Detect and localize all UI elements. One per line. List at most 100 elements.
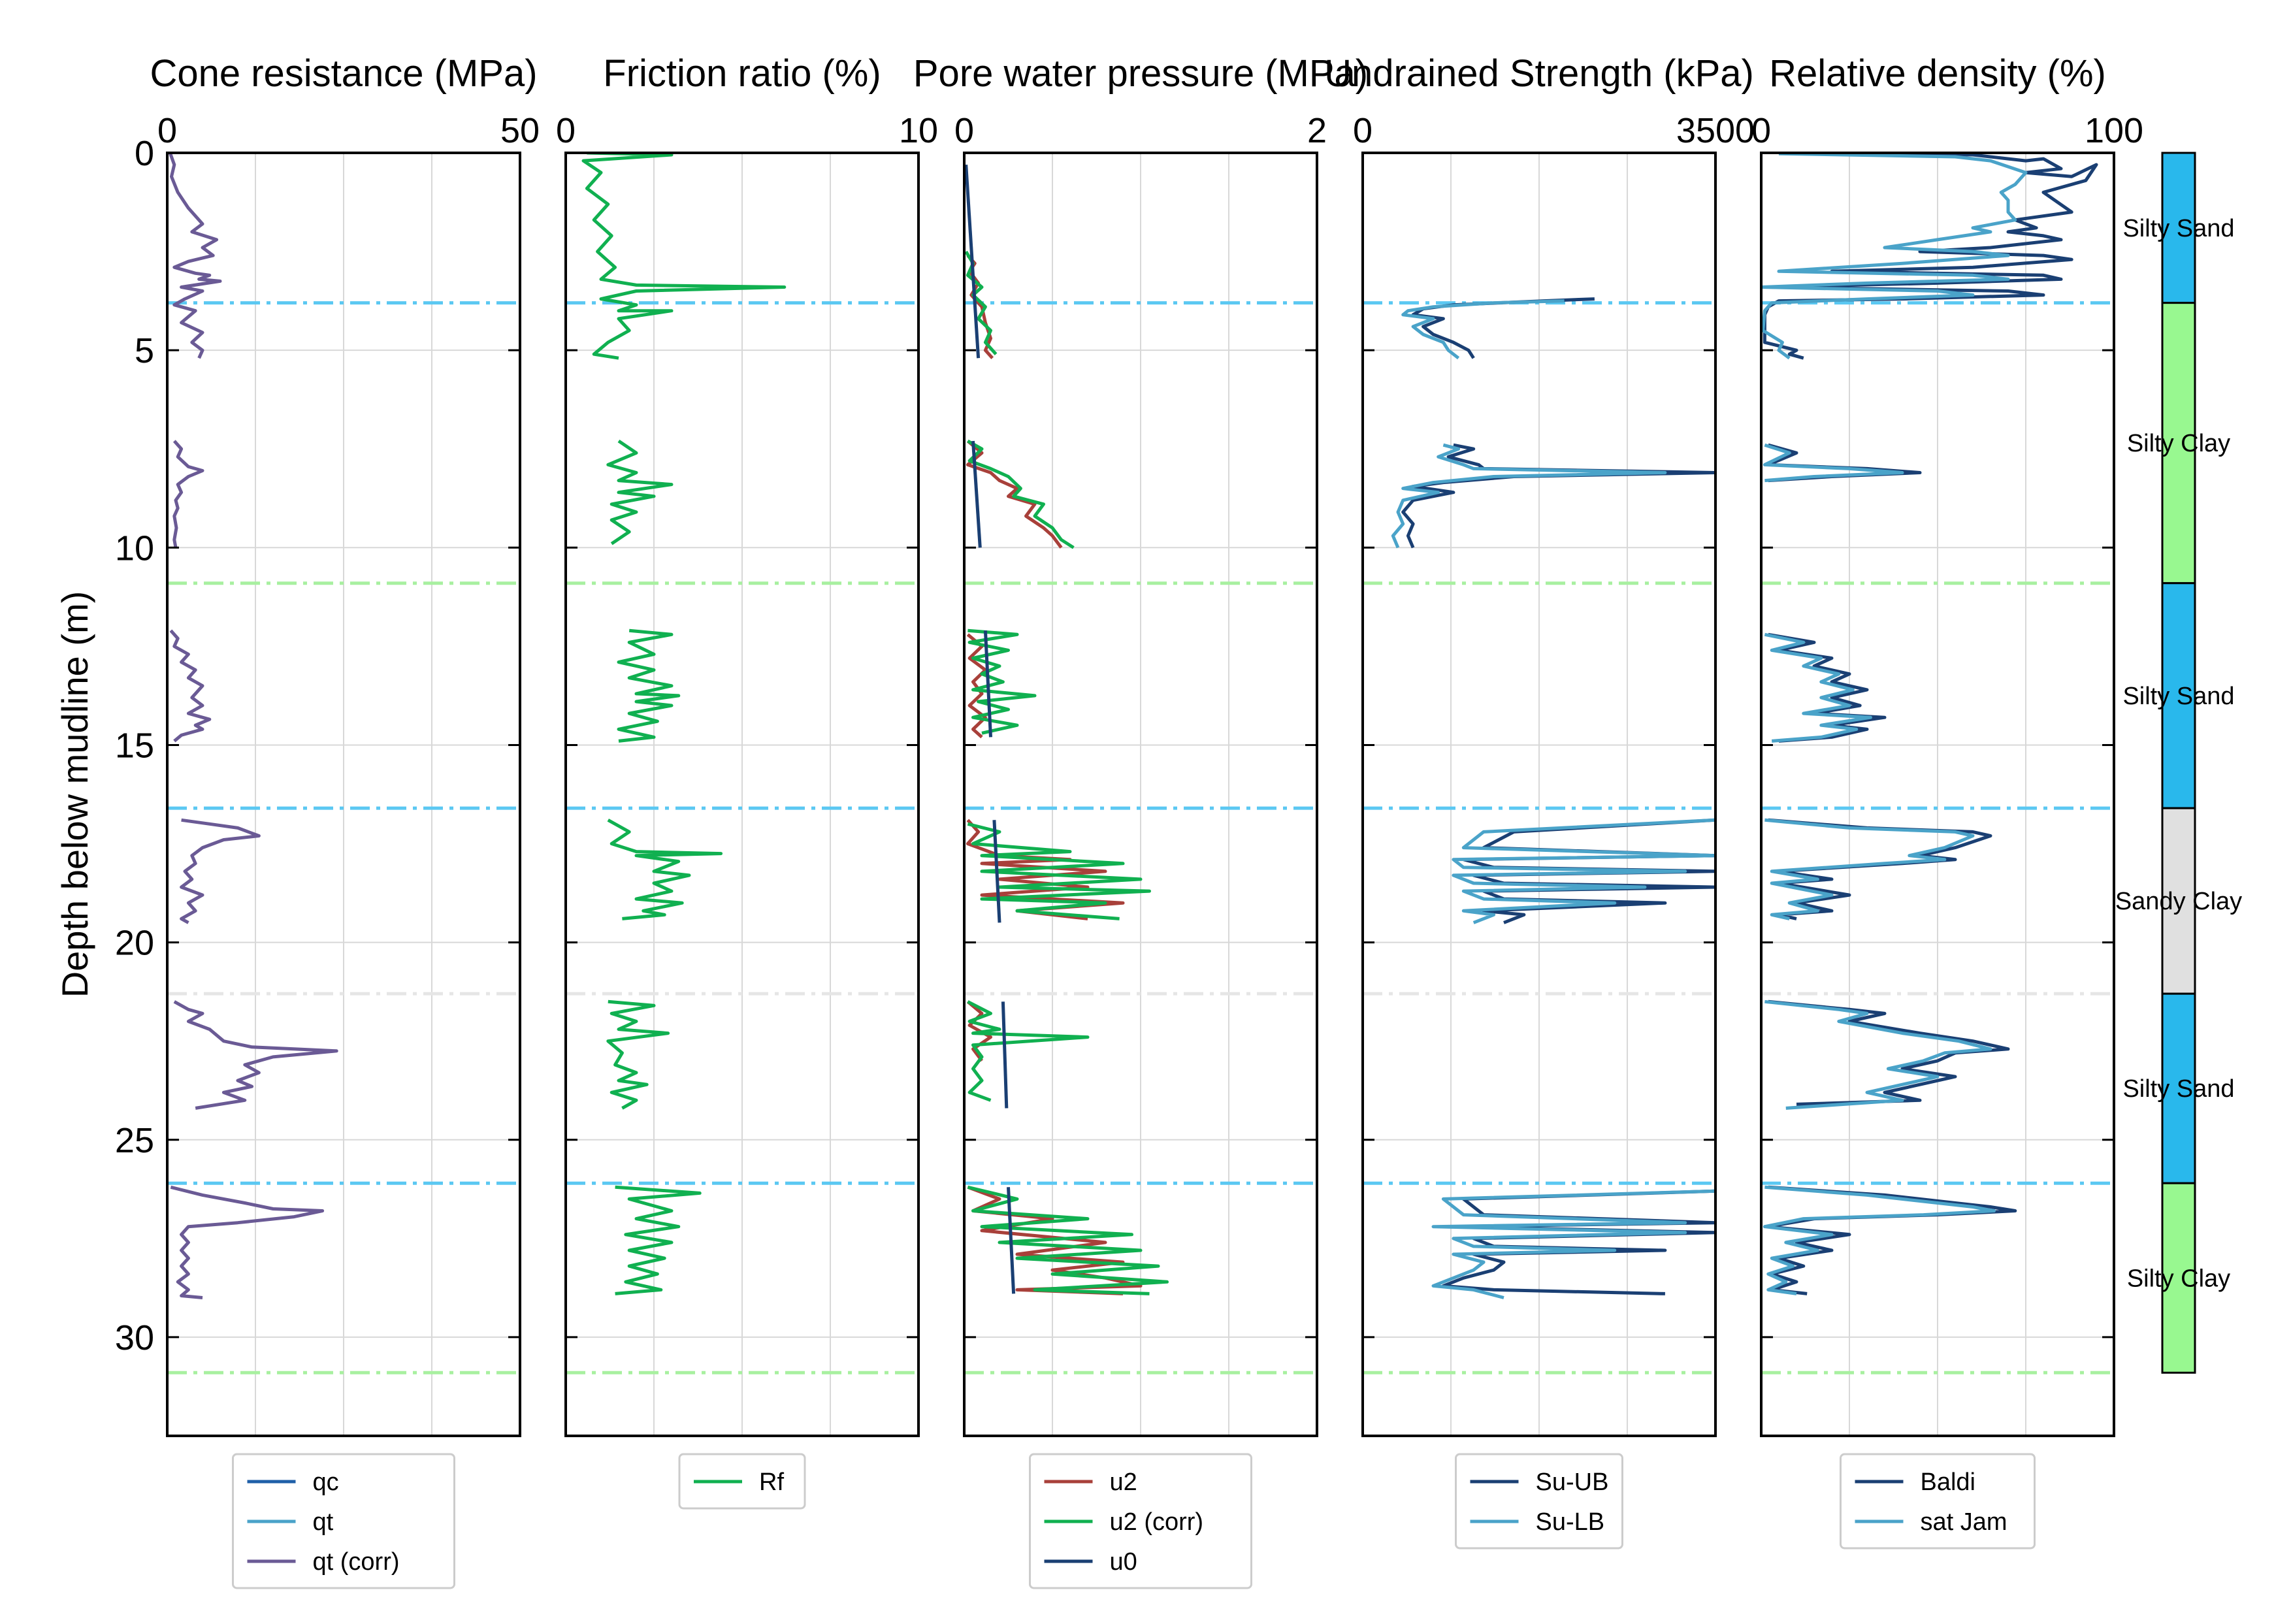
- panel-2: 0 2 Pore water pressure (MPa) u2 u2 (corr) u0: [913, 52, 1368, 1589]
- panel-frame: [564, 152, 920, 1437]
- series-line-u2: [966, 819, 1125, 920]
- panel-frame: [963, 152, 1318, 1437]
- legend-label: qt (corr): [313, 1548, 400, 1576]
- series-line-su-ub: [1441, 1189, 1715, 1295]
- legend-label: Su-LB: [1536, 1508, 1605, 1536]
- legend-label: Su-UB: [1536, 1469, 1609, 1496]
- legend-label: Rf: [759, 1469, 784, 1496]
- soil-layer-block: [2161, 152, 2196, 304]
- series-line-u2-corr: [967, 439, 1075, 549]
- legend: qc qt qt (corr): [232, 1453, 455, 1589]
- x-tick-label: 0: [157, 111, 177, 150]
- series-line-baldi: [1763, 153, 2098, 360]
- x-tick-label: 2: [1307, 111, 1327, 150]
- soil-column: Silty Sand Silty Clay Silty Sand Sandy Clay…: [2115, 152, 2242, 1374]
- legend-label: u0: [1110, 1548, 1137, 1576]
- series-line-u2-corr: [967, 628, 1037, 735]
- legend: Su-UB Su-LB: [1455, 1453, 1623, 1550]
- series-line-u2-corr: [964, 250, 998, 355]
- legend-label: sat Jam: [1921, 1508, 2007, 1536]
- panel-0: 0 50 0 5 10 15 20 25 30 Cone resistance (MPa) qc qt…: [115, 52, 540, 1589]
- series-line-sat-jam: [1761, 153, 2028, 360]
- soil-layer-label: Silty Clay: [2127, 430, 2230, 457]
- panel-title: Pore water pressure (MPa): [913, 52, 1368, 95]
- panel-title: Undrained Strength (kPa): [1324, 52, 1754, 95]
- series-line-u0: [1001, 1001, 1009, 1109]
- series-line-rf: [606, 999, 670, 1110]
- x-tick-label: 0: [1751, 111, 1771, 150]
- series-line-sat-jam: [1764, 632, 1872, 743]
- y-tick-label: 10: [115, 528, 154, 568]
- soil-layer-label: Silty Sand: [2122, 215, 2234, 242]
- legend: u2 u2 (corr) u0: [1029, 1453, 1252, 1589]
- series-line-qt-corr: [180, 818, 261, 924]
- series-line-u2-corr: [967, 1185, 1169, 1295]
- series-line-rf: [615, 1185, 702, 1295]
- y-tick-label: 0: [135, 134, 154, 173]
- legend-frame: [1029, 1453, 1252, 1589]
- series-line-baldi: [1766, 1185, 2017, 1295]
- legend-frame: [1455, 1453, 1623, 1550]
- soil-layer-block: [2161, 1182, 2196, 1374]
- soil-layer-label: Silty Clay: [2127, 1265, 2230, 1292]
- series-line-qt-corr: [168, 153, 222, 359]
- y-tick-label: 30: [115, 1318, 154, 1357]
- soil-layer-block: [2161, 302, 2196, 585]
- x-tick-label: 0: [954, 111, 974, 150]
- series-line-rf: [606, 440, 674, 545]
- series-line-u0: [992, 820, 1001, 923]
- legend-label: u2 (corr): [1110, 1508, 1204, 1536]
- panel-1: 0 10 Friction ratio (%) Rf: [556, 52, 938, 1510]
- soil-layer-label: Sandy Clay: [2115, 888, 2242, 915]
- series-line-u0: [983, 630, 992, 738]
- series-line-su-lb: [1452, 818, 1715, 924]
- y-tick-label: 20: [115, 924, 154, 963]
- x-tick-label: 0: [556, 111, 576, 150]
- series-line-rf: [617, 628, 681, 743]
- y-tick-label: 5: [135, 331, 154, 370]
- panel-4: 0 100 Relative density (%) Baldi sat Jam: [1751, 52, 2143, 1550]
- panel-title: Friction ratio (%): [603, 52, 881, 95]
- panel-frame: [1361, 152, 1717, 1437]
- x-tick-label: 0: [1353, 111, 1373, 150]
- legend-label: u2: [1110, 1469, 1137, 1496]
- series-line-qt-corr: [170, 1185, 325, 1299]
- series-line-u2-corr: [967, 1000, 1090, 1102]
- legend: Rf: [678, 1453, 806, 1510]
- legend-label: Baldi: [1921, 1469, 1976, 1496]
- series-line-sat-jam: [1764, 818, 1975, 920]
- legend-label: qc: [313, 1469, 339, 1496]
- panel-frame: [166, 152, 521, 1437]
- x-tick-label: 3500: [1676, 111, 1755, 150]
- series-line-su-lb: [1431, 1189, 1715, 1299]
- y-axis-label: Depth below mudline (m): [54, 591, 95, 998]
- series-line-su-lb: [1401, 299, 1565, 360]
- series-line-sat-jam: [1763, 1185, 1996, 1295]
- soil-layer-label: Silty Sand: [2122, 683, 2234, 710]
- y-tick-label: 15: [115, 726, 154, 765]
- panel-title: Relative density (%): [1769, 52, 2106, 95]
- legend: Baldi sat Jam: [1840, 1453, 2036, 1550]
- series-line-rf: [581, 153, 787, 360]
- series-line-qt-corr: [173, 1000, 338, 1110]
- series-line-qt-corr: [169, 629, 212, 743]
- series-line-sat-jam: [1763, 443, 1904, 483]
- x-tick-label: 100: [2085, 111, 2143, 150]
- series-line-qt-corr: [172, 440, 204, 548]
- panel-3: 0 3500 Undrained Strength (kPa) Su-UB Su-LB: [1324, 52, 1755, 1550]
- soil-layer-block: [2161, 807, 2196, 995]
- series-line-u2-corr: [967, 822, 1151, 920]
- series-line-su-lb: [1391, 443, 1667, 549]
- legend-frame: [232, 1453, 455, 1589]
- series-line-u0: [971, 440, 982, 548]
- x-tick-label: 10: [899, 111, 938, 150]
- series-line-sat-jam: [1764, 999, 1992, 1110]
- series-line-rf: [607, 819, 723, 920]
- legend-frame: [1840, 1453, 2036, 1550]
- series-line-u0: [964, 164, 981, 359]
- panel-title: Cone resistance (MPa): [150, 52, 537, 95]
- legend-label: qt: [313, 1508, 334, 1536]
- panel-frame: [1760, 152, 2115, 1437]
